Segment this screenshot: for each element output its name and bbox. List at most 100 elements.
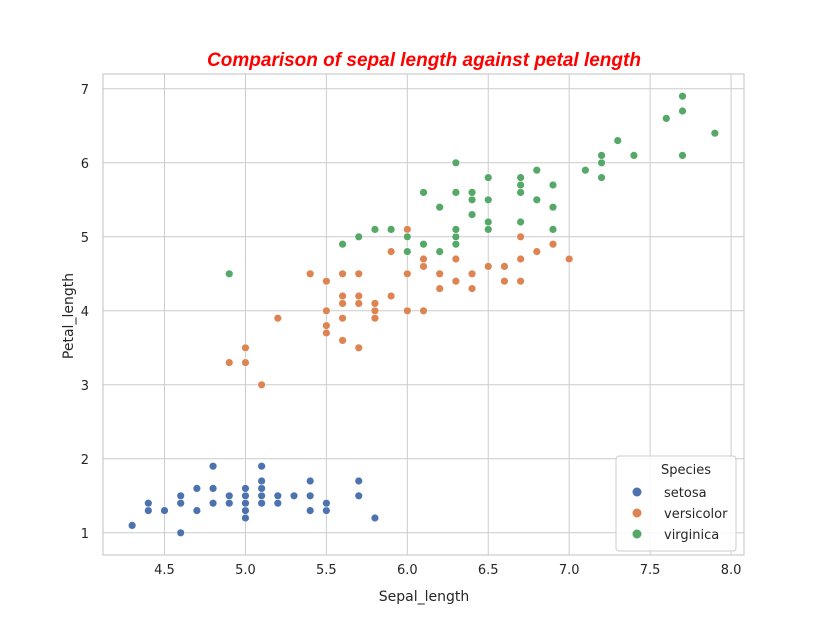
data-point [467,269,477,278]
y-tick-labels: 1 2 3 4 5 6 7 [81,83,89,542]
legend-marker-virginica [632,529,642,539]
y-tick-label: 6 [81,157,89,172]
data-point [257,484,266,493]
data-point [386,247,396,256]
data-point [257,476,266,486]
data-point [241,491,250,500]
legend-items: setosa versicolor virginica [632,486,728,543]
plot-frame [102,73,745,556]
data-point [403,232,412,242]
data-point [241,484,250,493]
data-point [208,484,218,493]
data-point [225,491,234,500]
data-point [241,513,250,523]
data-point [354,291,363,301]
data-point [710,129,720,138]
data-point [289,491,299,500]
data-point [548,225,558,234]
x-tick-label: 5.0 [235,563,256,578]
data-point [322,328,331,338]
legend: Species setosa versicolor virginica [615,455,737,552]
y-tick-label: 2 [81,453,89,468]
data-point [516,188,525,197]
data-point [354,299,363,308]
data-point [484,217,493,227]
data-point [419,188,428,197]
data-point [532,195,542,205]
data-point [403,247,412,256]
data-point [176,499,185,508]
x-tick-label: 4.5 [154,563,175,578]
data-point [257,380,266,389]
data-point [516,232,525,242]
data-point [338,314,347,323]
legend-label-versicolor: versicolor [664,507,728,522]
data-point [241,499,250,508]
data-point [597,151,606,160]
data-point [629,151,639,160]
y-axis-label: Petal_length [61,273,77,359]
data-point [322,506,331,515]
data-point [305,491,315,500]
data-point [208,499,218,508]
data-point [257,462,266,471]
data-point [678,151,687,160]
data-point [241,506,250,515]
legend-marker-setosa [632,487,642,497]
data-point [516,173,525,182]
data-point [338,299,347,308]
data-point [305,506,315,515]
data-point [419,254,428,264]
data-points [127,91,720,537]
data-point [403,225,412,234]
legend-marker-versicolor [632,508,642,518]
data-point [548,180,558,190]
data-point [370,306,380,315]
data-point [370,299,380,308]
data-point [467,188,477,197]
data-point [338,336,347,345]
y-tick-label: 3 [81,379,89,394]
data-point [354,269,363,278]
data-point [208,462,218,471]
legend-title: Species [661,463,711,478]
chart-title: Comparison of sepal length against petal… [207,50,641,71]
data-point [451,254,461,264]
data-point [370,314,380,323]
data-point [467,195,477,205]
y-tick-label: 4 [81,305,89,320]
data-point [305,476,315,486]
y-tick-label: 1 [81,527,89,542]
data-point [532,166,542,175]
x-tick-label: 6.0 [397,563,418,578]
data-point [597,173,606,182]
x-axis-label: Sepal_length [379,589,469,605]
series-setosa [127,462,380,537]
data-point [435,284,444,293]
data-point [225,269,234,278]
data-point [403,306,412,315]
data-point [467,284,477,293]
data-point [516,180,525,190]
data-point [225,499,234,508]
data-point [451,188,461,197]
data-point [257,491,266,500]
data-point [354,232,363,242]
x-tick-label: 5.5 [316,563,337,578]
data-point [370,225,380,234]
data-point [597,158,606,168]
data-point [678,91,687,101]
data-point [451,240,461,249]
data-point [516,217,525,227]
data-point [613,136,622,145]
data-point [322,306,331,315]
legend-box [615,455,737,552]
data-point [419,262,428,271]
data-point [241,358,250,367]
data-point [419,240,428,249]
data-point [435,203,444,212]
data-point [241,343,250,352]
data-point [435,269,444,278]
data-point [516,277,525,286]
data-point [354,343,363,352]
